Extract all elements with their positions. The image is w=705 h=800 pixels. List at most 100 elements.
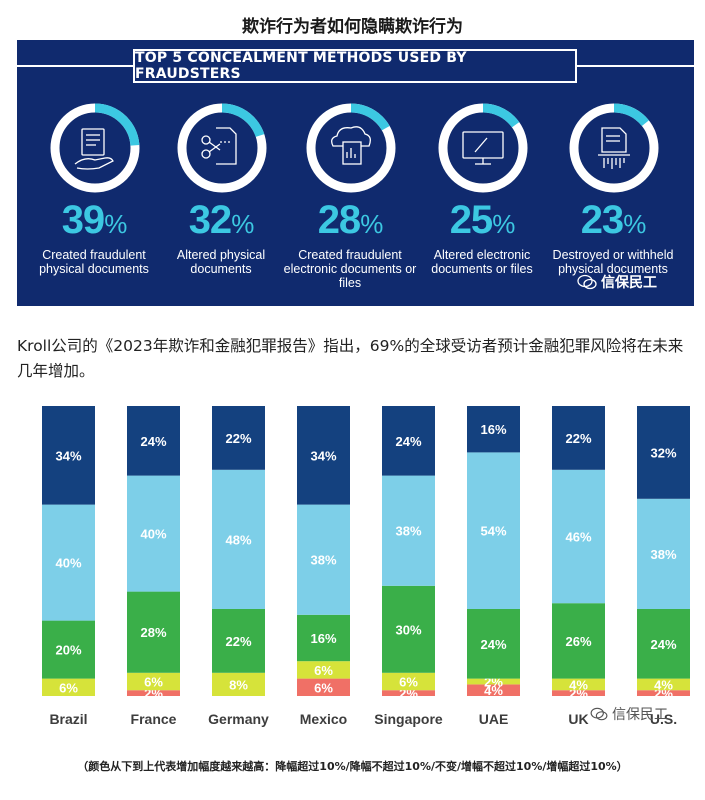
data-label: 40%: [140, 527, 166, 542]
method-label: Altered electronic documents or files: [431, 248, 533, 276]
bar-segment: [297, 504, 350, 615]
cloud-document-icon: [331, 126, 371, 165]
bar-segment: [382, 585, 435, 673]
category-label: France: [131, 711, 177, 727]
percent-value: 28%: [317, 198, 384, 242]
category-label: U.S.: [650, 711, 677, 727]
data-label: 22%: [225, 431, 251, 446]
method-label: Created fraudulent electronic documents …: [283, 248, 417, 290]
data-label: 38%: [395, 524, 421, 539]
category-label: Brazil: [49, 711, 87, 727]
watermark-text: 信保民工: [612, 707, 668, 723]
bar-segment: [467, 684, 520, 696]
bar-segment: [637, 609, 690, 679]
data-label: 46%: [565, 530, 591, 545]
heading-rule-left: [17, 65, 133, 67]
bar-segment: [127, 475, 180, 592]
bar-segment: [637, 690, 690, 696]
data-label: 4%: [484, 683, 503, 698]
data-label: 54%: [480, 524, 506, 539]
stacked-bar-chart: 6%20%40%34%Brazil2%6%28%40%24%France8%22…: [42, 406, 690, 727]
data-label: 20%: [55, 643, 81, 658]
bar-segment: [127, 406, 180, 476]
bar-segment: [297, 678, 350, 696]
shredded-document-icon: [598, 127, 630, 169]
intro-paragraph: Kroll公司的《2023年欺诈和金融犯罪报告》指出，69%的全球受访者预计金融…: [17, 337, 684, 380]
percent-value: 32%: [188, 198, 255, 242]
data-label: 32%: [650, 445, 676, 460]
method-label: Created fraudulent physical documents: [39, 248, 149, 276]
progress-ring: [438, 103, 528, 193]
bar-segment: [467, 678, 520, 685]
progress-ring: [177, 103, 267, 193]
data-label: 38%: [310, 553, 336, 568]
progress-ring: [50, 103, 140, 193]
data-label: 16%: [310, 631, 336, 646]
data-label: 4%: [569, 677, 588, 692]
bar-segment: [467, 609, 520, 679]
bar-segment: [382, 690, 435, 696]
wechat-icon: [577, 274, 597, 290]
data-label: 6%: [314, 663, 333, 678]
category-label: UAE: [479, 711, 509, 727]
data-label: 16%: [480, 422, 506, 437]
progress-ring: [306, 103, 396, 193]
bar-segment: [127, 690, 180, 696]
data-label: 24%: [140, 434, 166, 449]
data-label: 6%: [399, 675, 418, 690]
bar-segment: [42, 678, 95, 696]
data-label: 6%: [144, 675, 163, 690]
percent-value: 25%: [449, 198, 516, 242]
data-label: 4%: [654, 677, 673, 692]
heading-rule-right: [577, 65, 694, 67]
bar-segment: [552, 469, 605, 604]
concealment-infographic: TOP 5 CONCEALMENT METHODS USED BY FRAUDS…: [17, 40, 694, 306]
bar-segment: [637, 406, 690, 499]
data-label: 6%: [314, 680, 333, 695]
page-title: 欺诈行为者如何隐瞒欺诈行为: [242, 17, 463, 37]
bar-segment: [297, 661, 350, 679]
data-label: 34%: [55, 448, 81, 463]
method-label: Destroyed or withheld physical documents: [552, 248, 674, 276]
data-label: 6%: [59, 680, 78, 695]
category-label: Singapore: [374, 711, 443, 727]
progress-ring: [569, 103, 659, 193]
percent-value: 23%: [580, 198, 647, 242]
chart-note: （颜色从下到上代表增加幅度越来越高：降幅超过10%/降幅不超过10%/不变/增幅…: [77, 760, 628, 773]
bar-segment: [637, 678, 690, 691]
category-label: Mexico: [300, 711, 347, 727]
data-label: 24%: [650, 637, 676, 652]
percent-value: 39%: [61, 198, 128, 242]
bar-segment: [212, 469, 265, 609]
chart-watermark: 信保民工: [590, 704, 668, 724]
data-label: 26%: [565, 634, 591, 649]
hand-document-icon: [74, 128, 114, 170]
bar-segment: [552, 603, 605, 679]
bar-segment: [382, 406, 435, 476]
bar-segment: [297, 406, 350, 505]
bar-segment: [467, 406, 520, 453]
bar-segment: [552, 678, 605, 691]
watermark: 信保民工: [577, 272, 657, 292]
watermark-text: 信保民工: [601, 275, 657, 291]
data-label: 28%: [140, 625, 166, 640]
scissors-document-icon: [201, 127, 237, 165]
data-label: 24%: [480, 637, 506, 652]
data-label: 22%: [565, 431, 591, 446]
data-label: 22%: [225, 634, 251, 649]
category-label: UK: [568, 711, 588, 727]
wechat-icon: [590, 707, 608, 721]
bar-segment: [382, 672, 435, 691]
bar-segment: [212, 672, 265, 696]
bar-segment: [42, 620, 95, 679]
bar-segment: [637, 498, 690, 609]
method-label: Altered physical documents: [176, 248, 266, 276]
data-label: 48%: [225, 532, 251, 547]
infographic-heading: TOP 5 CONCEALMENT METHODS USED BY FRAUDS…: [133, 49, 577, 83]
data-label: 38%: [650, 547, 676, 562]
data-label: 24%: [395, 434, 421, 449]
bar-segment: [127, 672, 180, 691]
category-label: Germany: [208, 711, 269, 727]
bar-segment: [127, 591, 180, 673]
bar-segment: [297, 614, 350, 662]
